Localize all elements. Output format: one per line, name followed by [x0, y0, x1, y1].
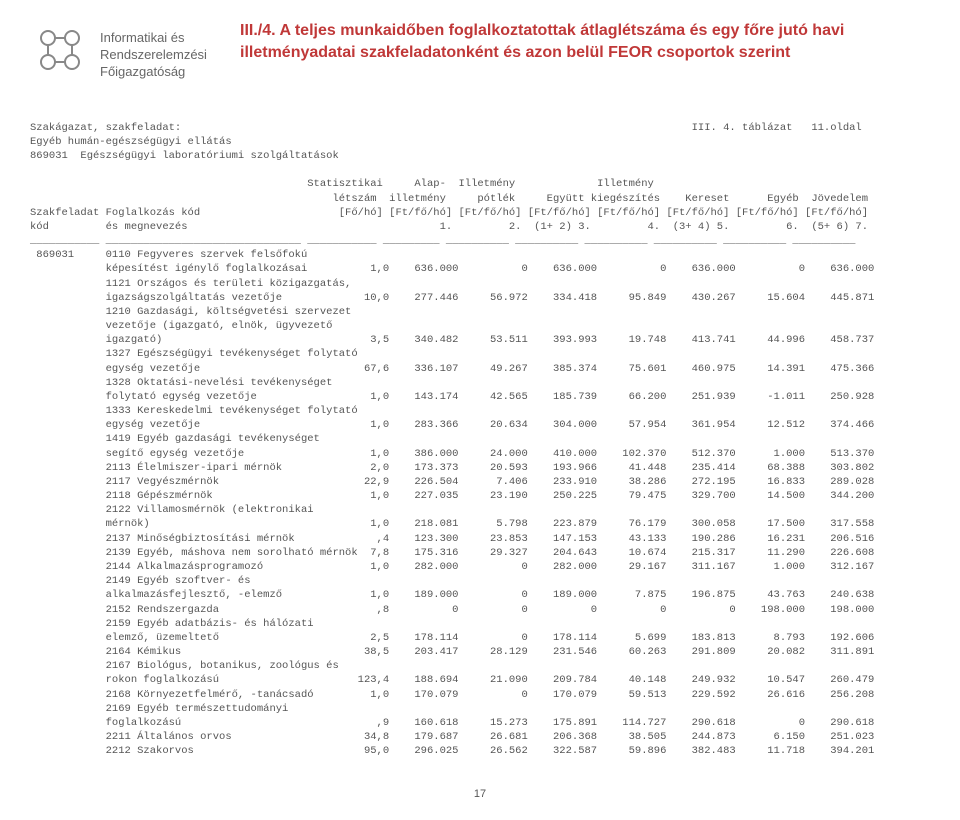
page-title: III./4. A teljes munkaidőben foglalkozta… — [240, 20, 930, 65]
page-number: 17 — [30, 788, 930, 800]
logo-line1: Informatikai és — [100, 30, 185, 45]
logo-line2: Rendszerelemzési — [100, 47, 207, 62]
report-body: Szakágazat, szakfeladat: III. 4. tábláza… — [30, 121, 930, 759]
logo-image — [30, 20, 90, 80]
logo-text: Informatikai és Rendszerelemzési Főigazg… — [100, 30, 230, 81]
title-text: A teljes munkaidőben foglalkoztatottak á… — [240, 22, 844, 61]
logo-line3: Főigazgatóság — [100, 64, 185, 79]
title-prefix: III./4. — [240, 22, 276, 39]
